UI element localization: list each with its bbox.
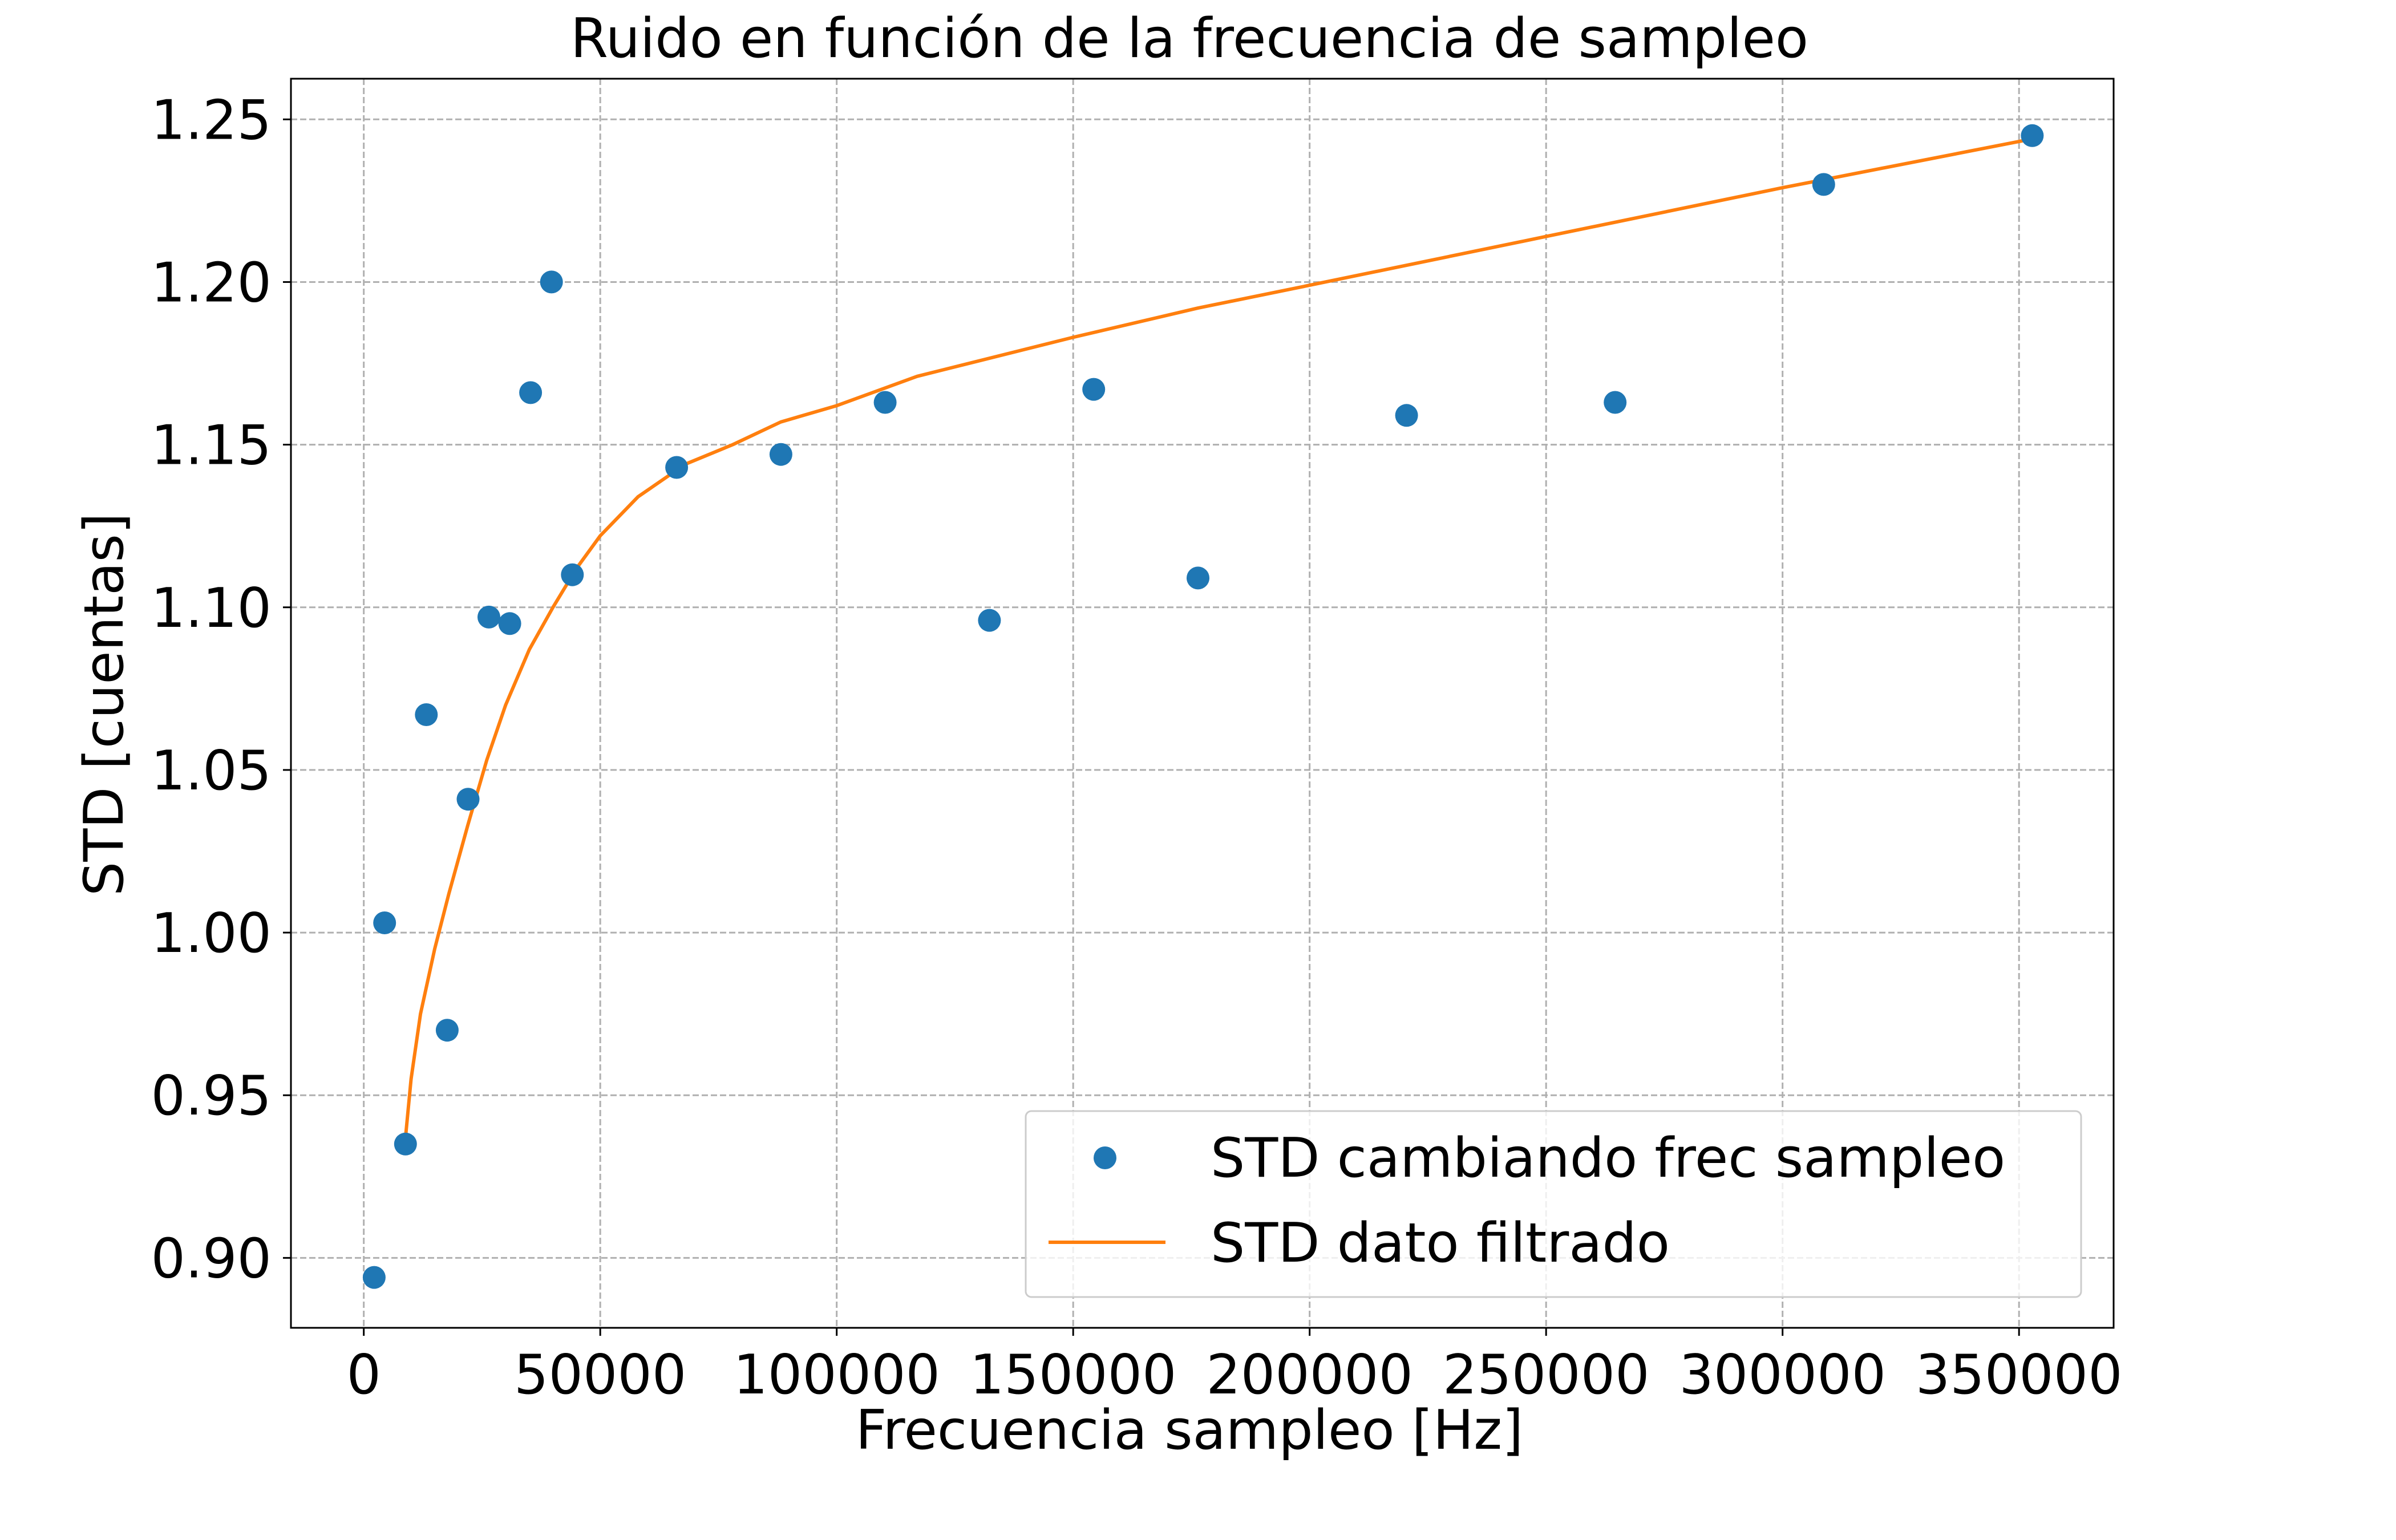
legend-label-scatter: STD cambiando frec sampleo (1211, 1127, 2005, 1190)
scatter-point (1604, 391, 1627, 414)
y-tick-label: 0.90 (151, 1227, 272, 1290)
scatter-point (1395, 404, 1418, 427)
scatter-point (1812, 173, 1835, 196)
scatter-point (769, 443, 792, 466)
x-tick-label: 100000 (733, 1344, 940, 1407)
chart-title: Ruido en función de la frecuencia de sam… (570, 7, 1808, 70)
plot-points (362, 124, 2044, 1289)
scatter-point (665, 456, 689, 479)
scatter-point (1187, 566, 1209, 590)
scatter-point (540, 270, 563, 294)
x-tick-label: 350000 (1916, 1344, 2123, 1407)
scatter-point (873, 391, 897, 414)
scatter-point (498, 612, 521, 635)
x-tick-label: 200000 (1206, 1344, 1413, 1407)
plot-lines (403, 137, 2033, 1138)
scatter-point (2021, 124, 2044, 147)
series-line-std-filtrado (403, 137, 2033, 1138)
scatter-point (415, 703, 438, 726)
scatter-point (978, 609, 1001, 632)
scatter-point (1082, 378, 1106, 401)
legend-marker-scatter (1094, 1146, 1116, 1169)
y-tick-label: 1.05 (151, 740, 272, 803)
x-tick-label: 50000 (514, 1344, 686, 1407)
x-axis-ticks: 0 50000 100000 150000 200000 250000 300000 3500… (346, 1328, 2123, 1407)
y-tick-label: 1.20 (151, 252, 272, 314)
y-tick-label: 1.25 (151, 89, 272, 152)
x-axis-label: Frecuencia sampleo [Hz] (856, 1399, 1523, 1462)
y-tick-label: 1.15 (151, 415, 272, 477)
scatter-point (435, 1019, 459, 1042)
x-tick-label: 250000 (1443, 1344, 1650, 1407)
scatter-point (456, 788, 480, 811)
axes-frame (290, 78, 2115, 1329)
scatter-point (373, 911, 396, 934)
legend-box (1025, 1110, 2082, 1298)
y-axis-label: STD [cuentas] (73, 513, 136, 896)
legend-label-line: STD dato filtrado (1211, 1212, 1670, 1275)
scatter-point (519, 381, 543, 404)
x-tick-label: 0 (346, 1344, 381, 1407)
y-tick-label: 0.95 (151, 1065, 272, 1128)
scatter-point (477, 605, 500, 629)
x-tick-label: 300000 (1679, 1344, 1886, 1407)
scatter-point (362, 1266, 386, 1289)
x-tick-label: 150000 (970, 1344, 1177, 1407)
y-tick-label: 1.10 (151, 577, 272, 640)
y-tick-label: 1.00 (151, 902, 272, 965)
scatter-point (561, 563, 584, 586)
scatter-point (394, 1132, 417, 1156)
legend: STD cambiando frec sampleo STD dato filt… (1025, 1110, 2082, 1298)
y-axis-ticks: 0.90 0.95 1.00 1.05 1.10 1.15 1.20 1.25 (151, 89, 291, 1290)
